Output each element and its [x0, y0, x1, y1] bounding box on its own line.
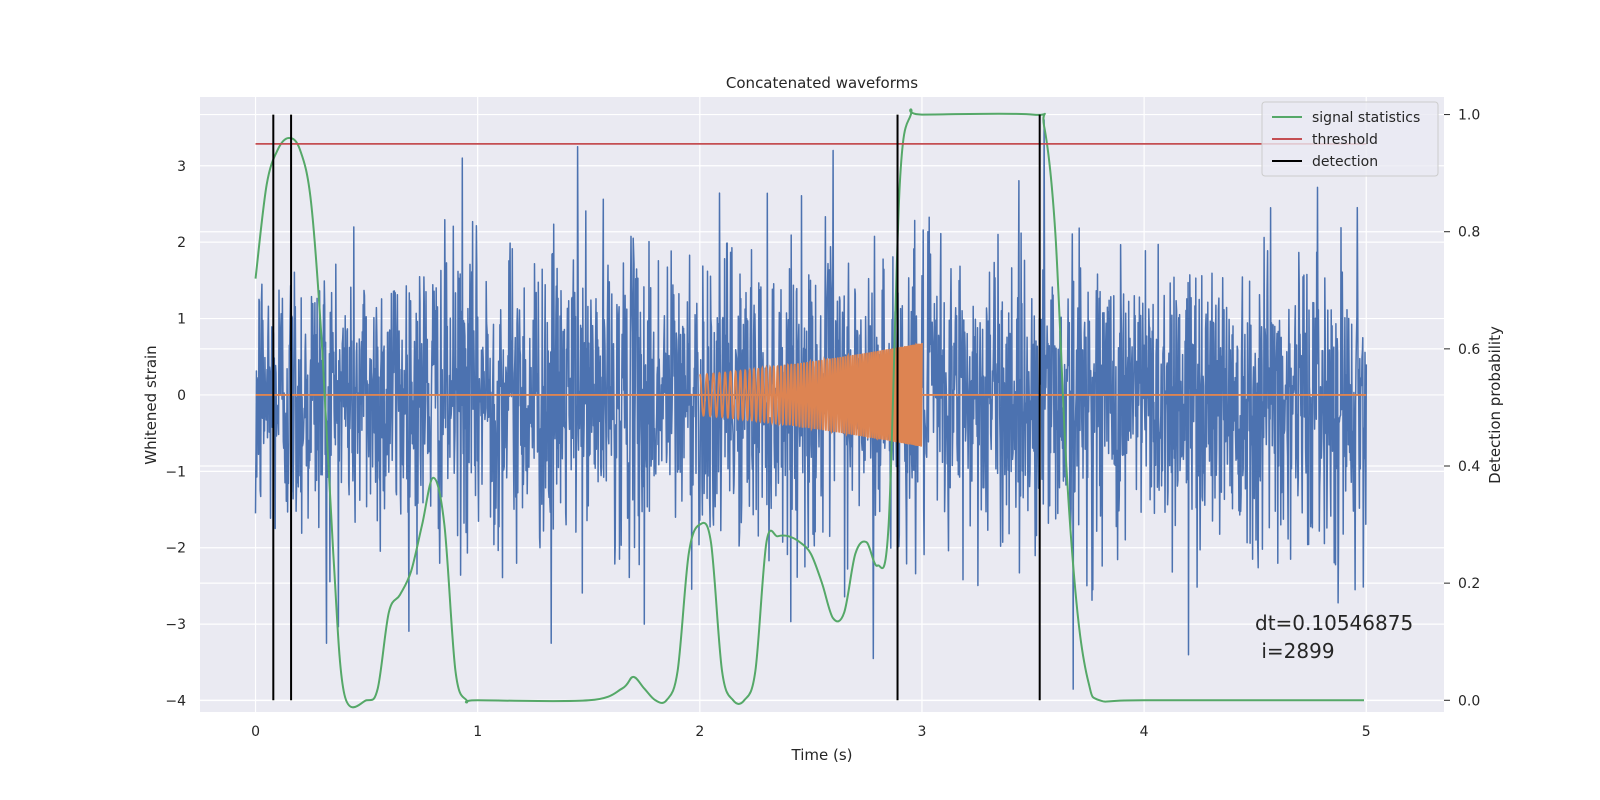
x-tick-label: 4 [1140, 724, 1149, 740]
series-signal-statistics [254, 108, 1365, 709]
y-right-tick-label: 0.0 [1458, 693, 1480, 709]
y-tick-label: −4 [165, 694, 186, 710]
y-tick-label: 3 [177, 159, 186, 175]
x-tick-label: 3 [918, 724, 927, 740]
annotation-dt: dt=0.10546875 [1255, 611, 1413, 635]
chart-title: Concatenated waveforms [726, 74, 918, 92]
x-tick-label: 1 [473, 724, 482, 740]
x-tick-label: 0 [251, 724, 260, 740]
y-tick-label: −1 [165, 464, 186, 480]
legend-box [1261, 101, 1439, 177]
legend-label-threshold: threshold [1312, 132, 1378, 148]
y-axis-label: Whitened strain [142, 345, 160, 464]
y-tick-label: 0 [177, 388, 186, 404]
annotation-index: i=2899 [1255, 639, 1335, 663]
x-tick-label: 5 [1362, 724, 1371, 740]
x-tick-label: 2 [695, 724, 704, 740]
y-right-tick-label: 0.2 [1458, 576, 1480, 592]
series-chirp-template [699, 342, 923, 447]
y-tick-label: −2 [165, 541, 186, 557]
legend-label-detection: detection [1312, 154, 1378, 170]
y-right-tick-label: 1.0 [1458, 108, 1480, 124]
y-right-tick-label: 0.6 [1458, 342, 1480, 358]
y-axis-right-label: Detection probability [1486, 326, 1504, 484]
y-tick-label: −3 [165, 617, 186, 633]
y-right-tick-label: 0.8 [1458, 225, 1480, 241]
legend: signal statistics threshold detection [1261, 101, 1439, 177]
x-axis-label: Time (s) [791, 746, 853, 764]
ticks: 0 1 2 3 4 5 −4 −3 −2 −1 0 1 2 3 0.0 0.2 0.4 0.6 0.8 1.0 [165, 108, 1480, 740]
y-right-tick-label: 0.4 [1458, 459, 1480, 475]
y-tick-label: 2 [177, 235, 186, 251]
series-whitened-strain [254, 119, 1368, 690]
series-layer [254, 108, 1368, 709]
y-tick-label: 1 [177, 312, 186, 328]
legend-label-signal-statistics: signal statistics [1312, 110, 1420, 126]
